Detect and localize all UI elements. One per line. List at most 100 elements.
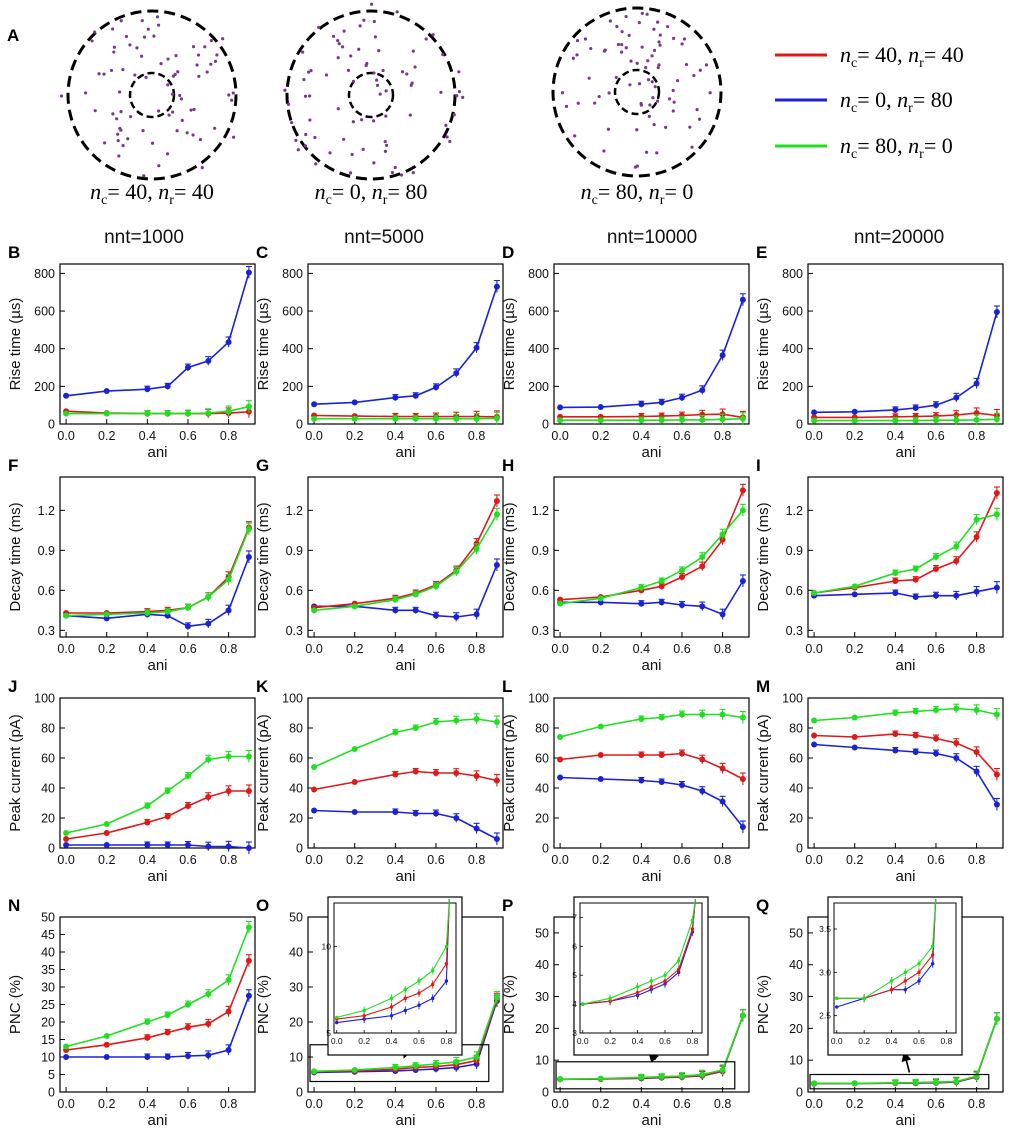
ring-receptor-dot — [336, 107, 340, 111]
center-receptor-dot — [695, 108, 699, 112]
ring-receptor-dot — [129, 115, 133, 119]
x-tick-label: 0.0 — [551, 1097, 568, 1111]
center-receptor-dot — [640, 11, 644, 15]
inset-x-tick-label: 0.8 — [686, 1036, 698, 1046]
x-tick-label: 0.8 — [714, 429, 731, 443]
data-point — [164, 608, 171, 615]
data-point — [392, 394, 399, 401]
panel-h: H 0.0 0.2 0.4 0.6 0.8 ani 0.3 0.6 0.9 1.2 Decay tim… — [501, 456, 750, 674]
inset-x-tick-label: 0.6 — [913, 1036, 925, 1046]
center-receptor-dot — [124, 34, 129, 39]
ring-receptor-dot — [373, 35, 377, 39]
x-tick-label: 0.0 — [305, 429, 322, 443]
center-receptor-dot — [645, 12, 649, 16]
series-line — [66, 844, 249, 849]
data-point — [851, 408, 858, 415]
inset-data-point — [835, 996, 839, 1001]
center-receptor-dot — [627, 33, 631, 37]
data-point — [719, 765, 726, 772]
ring-receptor-dot — [445, 135, 449, 139]
y-tick-label: 0 — [296, 842, 303, 856]
y-tick-label: 400 — [282, 342, 303, 356]
data-point — [184, 410, 191, 417]
ring-receptor-dot — [314, 162, 318, 166]
ring-receptor-dot — [119, 19, 123, 23]
center-receptor-dot — [575, 39, 580, 43]
data-point — [493, 283, 500, 290]
y-tick-label: 10 — [535, 1054, 549, 1068]
y-tick-label: 0 — [542, 842, 549, 856]
ring-receptor-dot — [351, 120, 355, 124]
data-point — [953, 394, 960, 401]
data-point — [144, 1054, 151, 1060]
center-receptor-dot — [656, 66, 660, 70]
series-blue — [63, 840, 252, 854]
center-receptor-dot — [602, 149, 606, 153]
data-point — [205, 991, 212, 997]
ring-receptor-dot — [452, 113, 456, 117]
ring-receptor-dot — [171, 110, 175, 114]
center-receptor-dot — [614, 75, 618, 80]
panel-letter: Q — [756, 896, 769, 915]
series-line — [66, 556, 250, 628]
plot-frame — [807, 263, 1004, 425]
y-tick-label: 35 — [41, 963, 55, 977]
data-point — [205, 594, 212, 600]
column-title-2: nnt=5000 — [344, 227, 424, 248]
legend-label: nc= 80, nr= 0 — [840, 133, 953, 162]
panel-letter: K — [256, 677, 269, 696]
data-point — [811, 409, 818, 416]
panel-b: B 0.0 0.2 0.4 0.6 0.8 ani 0 200 400 600 800 Rise tim… — [7, 243, 256, 461]
x-tick-label: 0.2 — [346, 429, 363, 443]
y-tick-label: 15 — [41, 1033, 55, 1047]
x-axis-label: ani — [395, 657, 415, 674]
data-point — [164, 788, 171, 794]
zoom-box — [809, 1073, 990, 1090]
outer-boundary-circle — [285, 9, 457, 181]
y-tick-label: 30 — [535, 990, 549, 1004]
data-point — [453, 815, 460, 821]
data-point — [245, 554, 252, 560]
plot-frame — [59, 697, 256, 849]
data-point — [205, 1020, 212, 1027]
inset-data-point — [444, 961, 449, 966]
ring-receptor-dot — [372, 19, 376, 24]
center-receptor-dot — [657, 63, 661, 67]
y-axis-label: Rise time (µs) — [755, 298, 772, 391]
data-point — [932, 402, 939, 409]
center-receptor-dot — [84, 91, 88, 95]
config-label-3: nc= 80, nr= 0 — [581, 179, 694, 208]
data-point — [638, 777, 645, 784]
y-tick-label: 600 — [282, 305, 303, 319]
series-red — [311, 410, 500, 423]
inset-data-point — [403, 996, 407, 1001]
series-line — [314, 286, 498, 405]
data-point — [739, 578, 746, 584]
data-point — [245, 992, 252, 999]
y-axis-label: Peak current (pA) — [755, 714, 772, 832]
y-tick-label: 400 — [528, 342, 549, 356]
ring-receptor-dot — [167, 113, 171, 117]
data-point — [912, 708, 919, 715]
data-point — [351, 603, 358, 610]
data-point — [412, 591, 419, 598]
y-tick-label: 25 — [41, 998, 55, 1012]
ring-receptor-dot — [146, 27, 150, 31]
center-receptor-dot — [117, 154, 121, 158]
data-point — [205, 1052, 212, 1059]
ring-receptor-dot — [303, 144, 308, 148]
series-blue — [311, 807, 500, 845]
inset-data-point — [676, 959, 681, 963]
data-point — [493, 511, 500, 518]
ring-receptor-dot — [372, 161, 376, 165]
series-green — [63, 522, 252, 619]
data-point — [557, 417, 564, 424]
data-point — [453, 717, 460, 724]
data-point — [184, 842, 191, 848]
y-tick-label: 20 — [789, 812, 803, 826]
data-point — [892, 578, 899, 584]
y-tick-label: 80 — [41, 722, 55, 736]
center-receptor-dot — [606, 127, 610, 131]
center-receptor-dot — [189, 108, 193, 112]
x-tick-label: 0.4 — [139, 1097, 156, 1111]
